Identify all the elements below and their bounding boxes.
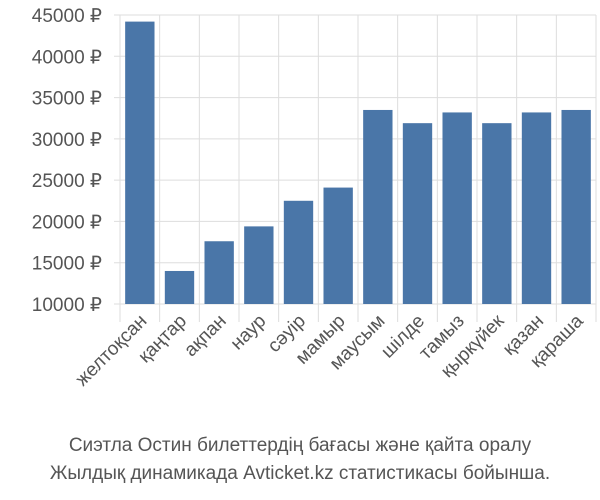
bar: [442, 112, 472, 304]
y-tick-label: 10000 ₽: [32, 295, 102, 316]
bar: [244, 226, 274, 304]
chart-caption-line-2: Жылдық динамикада Avticket.kz статистика…: [49, 463, 551, 484]
bar: [363, 109, 393, 304]
bar: [561, 109, 591, 304]
bar: [521, 112, 552, 304]
x-tick-label: наур: [227, 311, 271, 355]
y-tick-label: 25000 ₽: [32, 171, 102, 192]
y-tick-label: 45000 ₽: [32, 6, 102, 27]
bar: [323, 187, 353, 304]
bar: [125, 21, 155, 305]
bar: [283, 200, 314, 304]
y-tick-label: 15000 ₽: [32, 254, 102, 275]
y-tick-label: 20000 ₽: [32, 212, 102, 233]
x-tick-label: ақпан: [180, 311, 230, 361]
bar: [204, 241, 234, 304]
y-tick-label: 30000 ₽: [32, 130, 102, 151]
bar: [482, 123, 512, 304]
chart-caption-line-1: Сиэтла Остин билеттердің бағасы және қай…: [68, 435, 532, 456]
bar: [164, 270, 195, 304]
bar-chart: 10000 ₽ 15000 ₽ 20000 ₽ 25000 ₽ 30000 ₽ 35000…: [32, 6, 597, 390]
y-tick-label: 35000 ₽: [32, 89, 102, 110]
y-tick-label: 40000 ₽: [32, 47, 102, 68]
bar: [402, 123, 433, 304]
